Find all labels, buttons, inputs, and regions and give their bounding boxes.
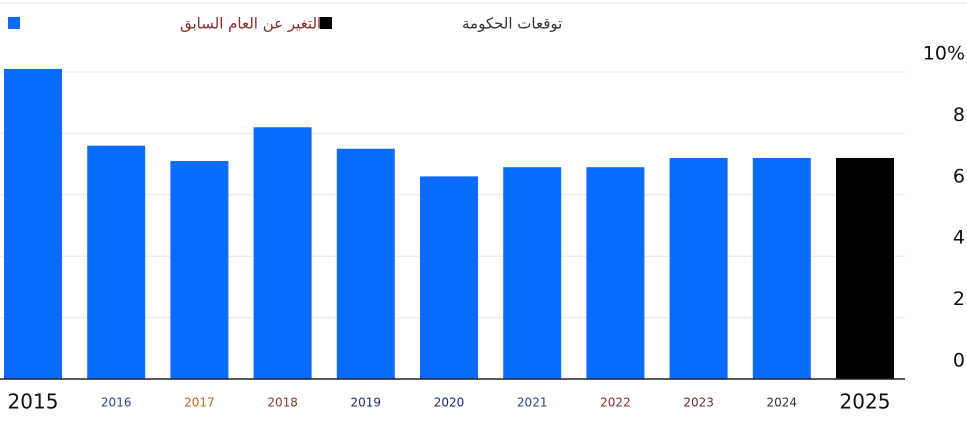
bar	[586, 167, 645, 379]
legend-swatch	[320, 17, 332, 29]
y-tick-label: 8	[953, 104, 965, 126]
x-tick-label: 2018	[267, 396, 298, 410]
y-tick-label: 10%	[923, 43, 965, 65]
x-tick-label: 2024	[767, 396, 798, 410]
bar	[170, 161, 229, 379]
legend-label: توقعات الحكومة	[462, 15, 562, 33]
bar	[87, 145, 146, 379]
y-tick-label: 0	[953, 350, 965, 372]
x-tick-label: 2019	[351, 396, 382, 410]
x-tick-label: 2021	[517, 396, 548, 410]
x-tick-label: 2022	[600, 396, 631, 410]
y-tick-label: 2	[953, 288, 965, 310]
x-tick-label: 2015	[8, 390, 59, 414]
x-tick-label: 2025	[840, 390, 891, 414]
x-tick-label: 2020	[434, 396, 465, 410]
bar	[836, 157, 894, 379]
bar	[503, 167, 562, 379]
legend-label: التغير عن العام السابق	[180, 15, 321, 33]
legend-swatch	[8, 17, 20, 29]
y-tick-label: 4	[953, 227, 965, 249]
bar	[420, 176, 478, 379]
x-tick-label: 2016	[101, 396, 132, 410]
bar	[752, 157, 811, 379]
bar	[4, 68, 62, 380]
x-tick-label: 2017	[184, 396, 215, 410]
y-tick-label: 6	[953, 165, 965, 187]
x-tick-label: 2023	[683, 396, 714, 410]
bar	[669, 157, 728, 379]
bar	[336, 148, 395, 379]
bar	[253, 127, 312, 379]
